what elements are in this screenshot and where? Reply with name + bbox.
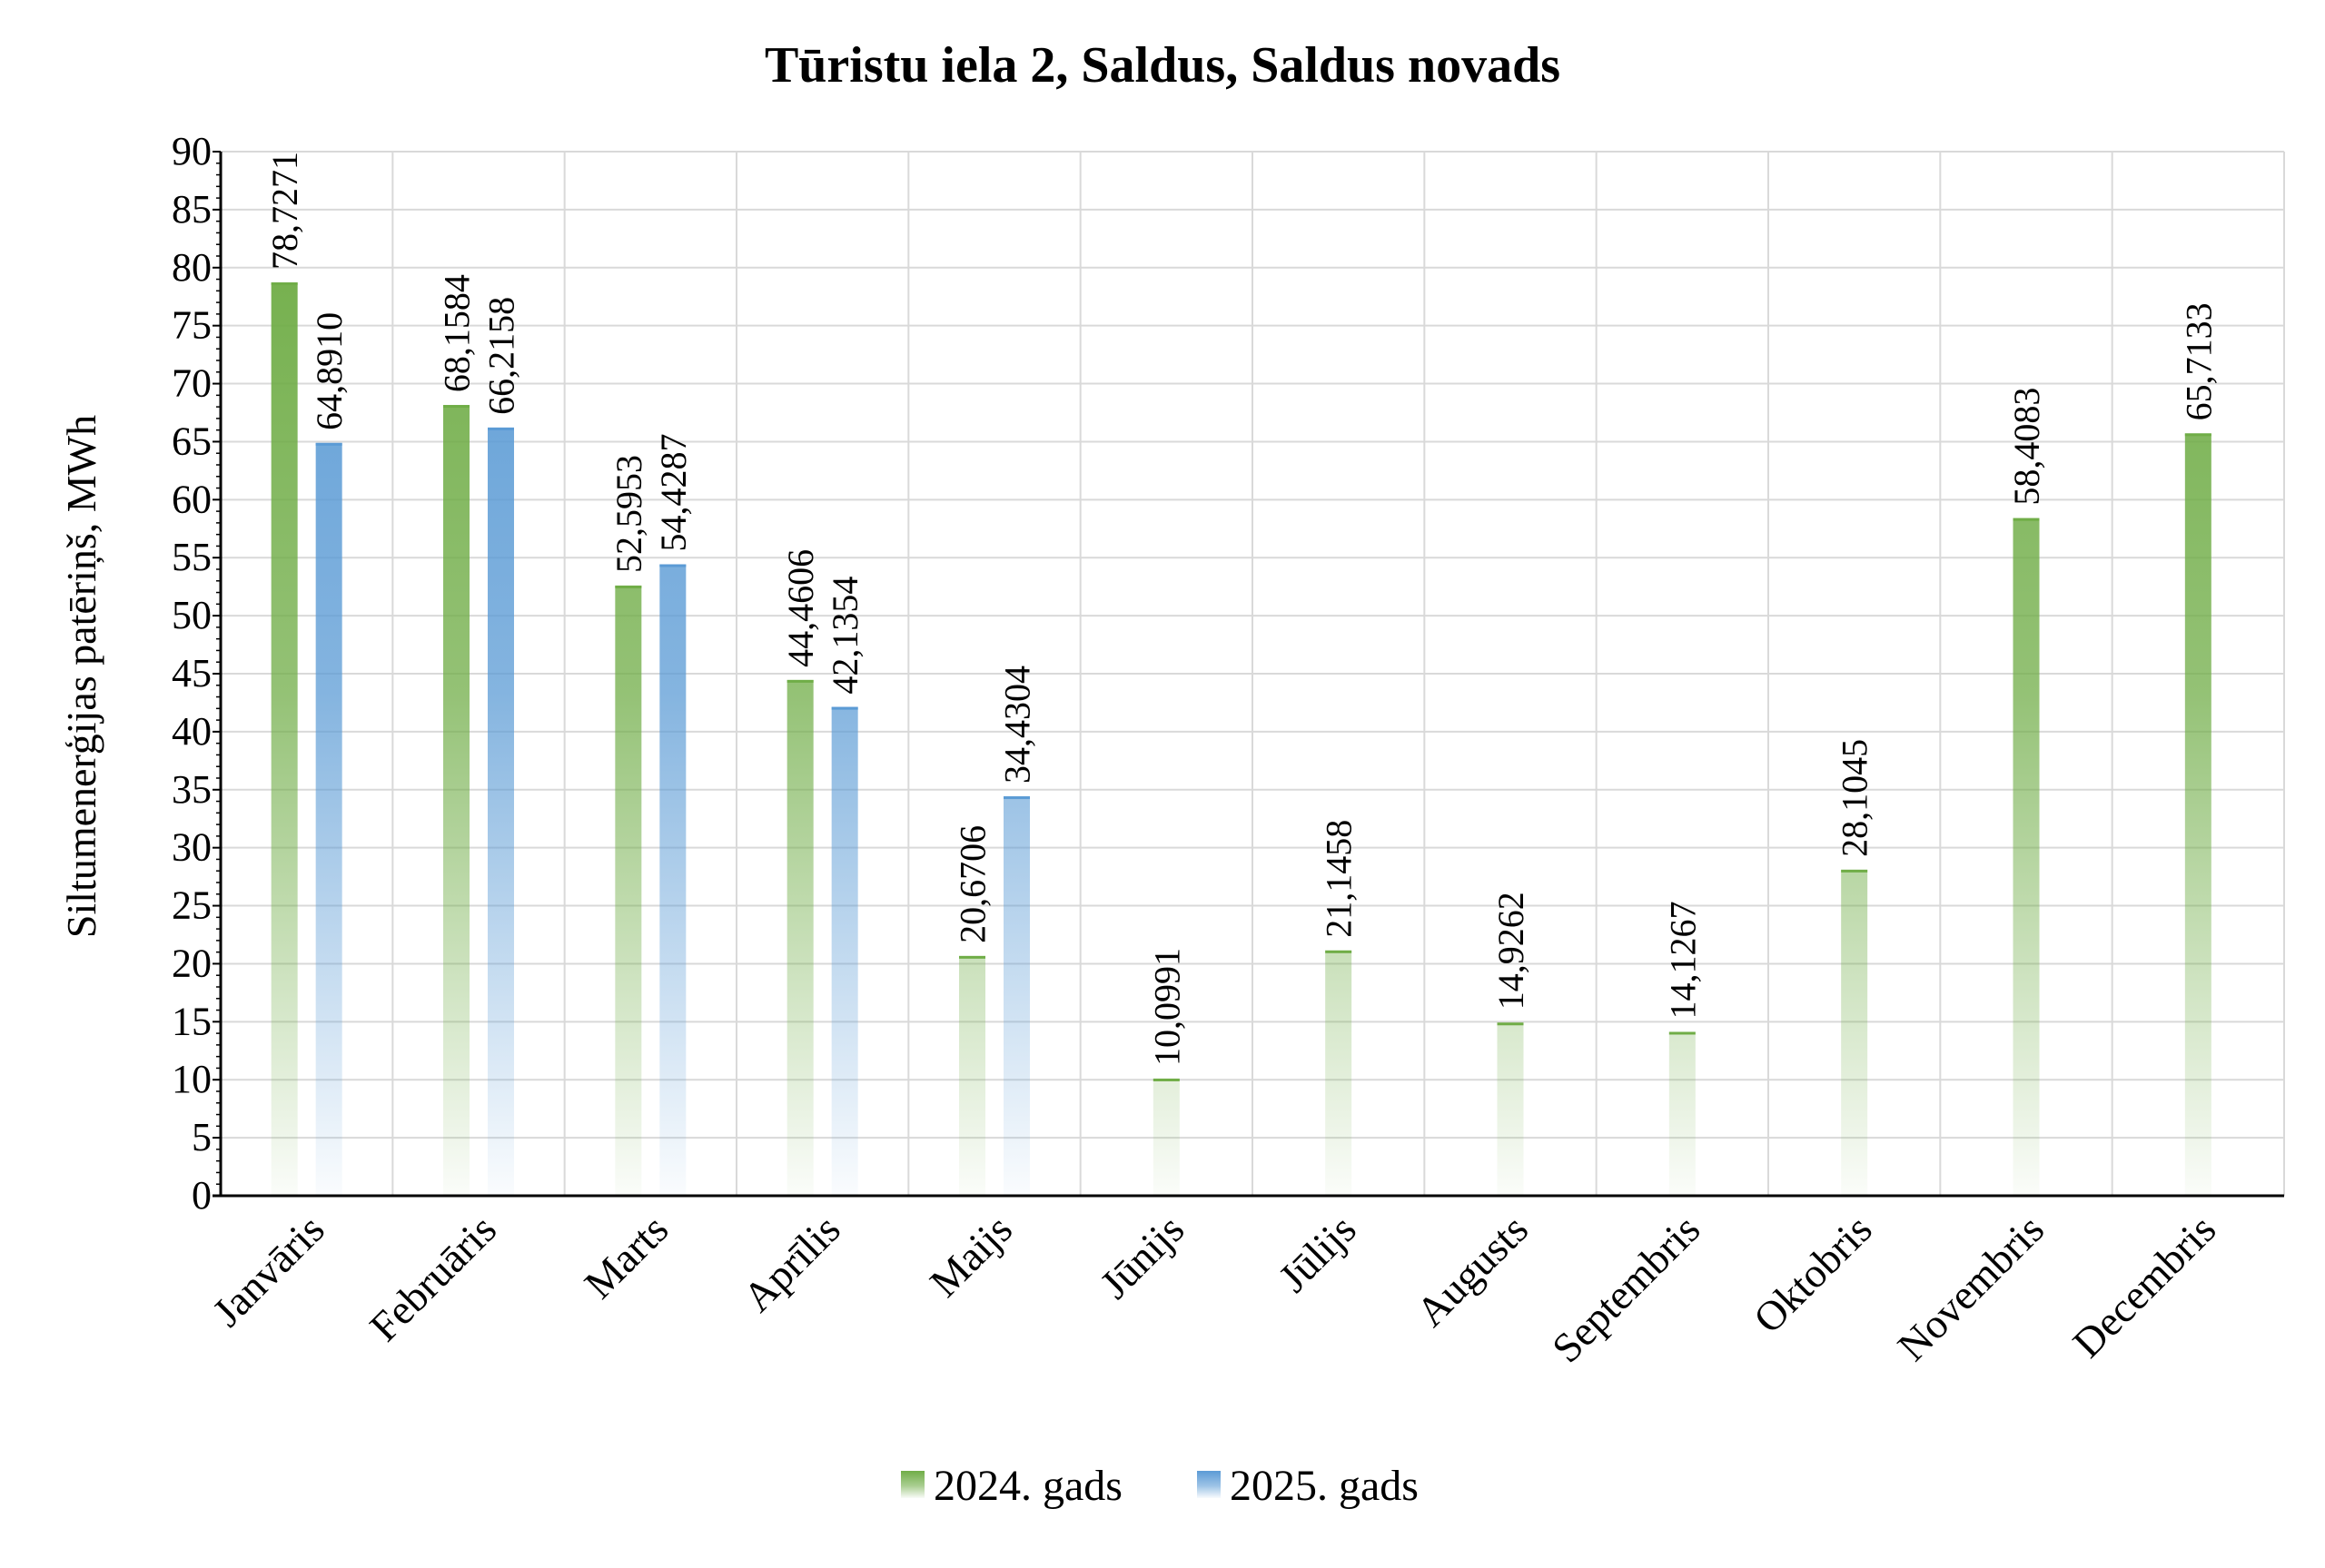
y-tick-label: 25 <box>172 883 212 928</box>
data-label-janvaris-2024-gads: 78,7271 <box>264 152 305 270</box>
x-tick-label-februaris: Februāris <box>361 1206 505 1350</box>
y-tick-label: 40 <box>172 709 212 754</box>
data-label-aprilis-2025-gads: 42,1354 <box>825 577 866 695</box>
y-tick-label: 10 <box>172 1057 212 1101</box>
data-label-septembris-2024-gads: 14,1267 <box>1662 901 1703 1019</box>
y-tick-label: 20 <box>172 941 212 985</box>
bar-janvaris-2024-gads <box>271 282 298 1196</box>
bar-cap <box>1153 1078 1180 1081</box>
bar-julijs-2024-gads <box>1325 950 1352 1196</box>
data-labels: 78,7271 64,8910 68,1584 66,2158 52,5953 54,42… <box>264 152 2219 1066</box>
bar-maijs-2024-gads <box>959 955 985 1196</box>
bar-cap <box>1497 1022 1524 1026</box>
x-tick-label-janvaris: Janvāris <box>203 1206 333 1336</box>
legend-swatch-2024-gads <box>901 1471 925 1498</box>
y-tick-label: 0 <box>192 1173 212 1218</box>
bar-augusts-2024-gads <box>1497 1022 1524 1196</box>
bar-cap <box>1325 950 1352 953</box>
bar-cap <box>443 405 470 409</box>
bar-cap <box>659 564 687 567</box>
data-label-maijs-2024-gads: 20,6706 <box>953 825 994 943</box>
y-tick-label: 75 <box>172 303 212 348</box>
x-tick-label-marts: Marts <box>575 1206 677 1307</box>
bar-februaris-2025-gads <box>488 427 514 1197</box>
x-tick-label-decembris: Decembris <box>2063 1206 2224 1366</box>
bar-cap <box>2013 518 2040 521</box>
x-tick-label-maijs: Maijs <box>921 1206 1021 1306</box>
bar-cap <box>2184 433 2211 437</box>
bar-maijs-2025-gads <box>1004 796 1030 1196</box>
bar-februaris-2024-gads <box>443 405 470 1196</box>
bar-marts-2025-gads <box>659 564 687 1196</box>
y-tick-label: 55 <box>172 535 212 579</box>
bar-oktobris-2024-gads <box>1841 869 1868 1196</box>
y-tick-label: 15 <box>172 999 212 1043</box>
y-tick-label: 65 <box>172 419 212 463</box>
bar-septembris-2024-gads <box>1668 1031 1696 1196</box>
bar-cap <box>1841 869 1868 873</box>
y-axis-title: Siltumenerģijas patēriņš, MWh <box>58 415 104 938</box>
x-tick-label-novembris: Novembris <box>1888 1206 2053 1370</box>
bar-decembris-2024-gads <box>2184 433 2211 1196</box>
legend-label-2024-gads: 2024. gads <box>934 1462 1123 1510</box>
bar-cap <box>1668 1031 1696 1035</box>
legend: 2024. gads 2025. gads <box>901 1462 1419 1510</box>
data-label-februaris-2025-gads: 66,2158 <box>481 297 522 415</box>
data-label-februaris-2024-gads: 68,1584 <box>437 274 478 392</box>
data-label-maijs-2025-gads: 34,4304 <box>997 666 1038 784</box>
y-tick-label: 60 <box>172 477 212 521</box>
data-label-decembris-2024-gads: 65,7133 <box>2178 302 2219 420</box>
data-label-aprilis-2024-gads: 44,4606 <box>780 549 821 667</box>
axes <box>213 151 2284 1198</box>
bar-cap <box>615 585 642 588</box>
y-tick-label: 50 <box>172 593 212 637</box>
x-tick-label-augusts: Augusts <box>1407 1206 1537 1336</box>
y-tick-label: 90 <box>172 129 212 173</box>
y-tick-label: 85 <box>172 187 212 232</box>
x-tick-labels: Janvāris Februāris Marts Aprīlis Maijs Jūnijs… <box>203 1206 2224 1371</box>
bar-cap <box>1004 796 1030 800</box>
y-tick-label: 30 <box>172 825 212 870</box>
data-label-julijs-2024-gads: 21,1458 <box>1319 820 1360 938</box>
x-tick-label-septembris: Septembris <box>1543 1206 1708 1371</box>
legend-swatch-2025-gads <box>1197 1471 1221 1498</box>
bar-aprilis-2024-gads <box>787 679 814 1196</box>
bar-janvaris-2025-gads <box>315 442 342 1196</box>
x-tick-label-aprilis: Aprīlis <box>734 1206 848 1320</box>
bar-cap <box>831 706 858 710</box>
data-label-junijs-2024-gads: 10,0991 <box>1146 948 1187 1066</box>
bar-cap <box>787 679 814 683</box>
data-label-janvaris-2025-gads: 64,8910 <box>309 312 350 430</box>
y-tick-label: 5 <box>192 1115 212 1159</box>
legend-label-2025-gads: 2025. gads <box>1230 1462 1419 1510</box>
bars <box>271 282 2211 1197</box>
data-label-oktobris-2024-gads: 28,1045 <box>1835 739 1875 857</box>
bar-marts-2024-gads <box>615 585 642 1196</box>
bar-cap <box>315 442 342 446</box>
bar-junijs-2024-gads <box>1153 1078 1180 1196</box>
y-tick-label: 80 <box>172 245 212 290</box>
y-tick-label: 45 <box>172 651 212 695</box>
bar-cap <box>959 955 985 959</box>
x-tick-label-oktobris: Oktobris <box>1745 1206 1881 1342</box>
y-tick-labels: 0 5 10 15 20 25 30 35 40 45 50 55 60 65 70 75 80 85 90 <box>172 129 212 1218</box>
data-label-novembris-2024-gads: 58,4083 <box>2006 388 2047 506</box>
data-label-augusts-2024-gads: 14,9262 <box>1490 892 1531 1010</box>
data-label-marts-2025-gads: 54,4287 <box>653 434 694 552</box>
chart-title: Tūristu iela 2, Saldus, Saldus novads <box>765 37 1560 94</box>
y-tick-label: 70 <box>172 361 212 406</box>
bar-novembris-2024-gads <box>2013 518 2040 1196</box>
x-tick-label-junijs: Jūnijs <box>1091 1206 1192 1307</box>
y-tick-label: 35 <box>172 767 212 812</box>
gridlines <box>221 151 2285 1196</box>
x-tick-label-julijs: Jūlijs <box>1270 1206 1365 1301</box>
bar-aprilis-2025-gads <box>831 706 858 1196</box>
bar-cap <box>488 427 514 430</box>
data-label-marts-2024-gads: 52,5953 <box>608 455 649 573</box>
bar-cap <box>271 282 298 286</box>
